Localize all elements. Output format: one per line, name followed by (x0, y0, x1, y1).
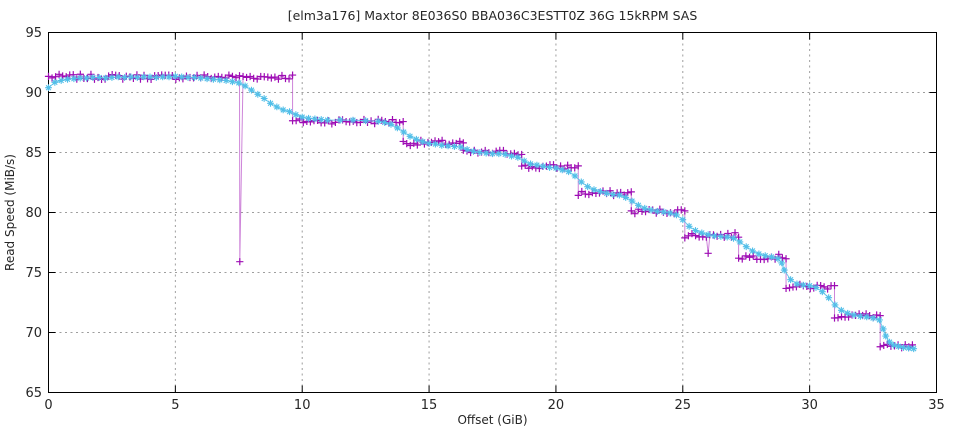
y-axis-label: Read Speed (MiB/s) (3, 154, 17, 271)
y-tick-label: 70 (25, 326, 42, 341)
x-tick-label: 20 (548, 398, 565, 413)
x-tick-label: 15 (421, 398, 438, 413)
x-tick-label: 5 (171, 398, 179, 413)
read-speed-smoothed-star-markers (45, 72, 918, 353)
gridlines (48, 32, 937, 393)
x-tick-label: 25 (675, 398, 692, 413)
x-tick-label: 30 (801, 398, 818, 413)
x-tick-label: 35 (928, 398, 945, 413)
y-tick-label: 80 (25, 206, 42, 221)
x-tick-label: 10 (294, 398, 311, 413)
plot-dynamic-layer: 0 5 10 15 20 25 30 35 65 70 75 80 85 90 95 (25, 26, 944, 413)
y-tick-labels: 65 70 75 80 85 90 95 (25, 26, 42, 401)
axis-ticks (48, 32, 937, 393)
x-tick-label: 0 (44, 398, 52, 413)
y-tick-label: 65 (25, 386, 42, 401)
chart-title: [elm3a176] Maxtor 8E036S0 BBA036C3ESTT0Z… (288, 8, 698, 23)
x-tick-labels: 0 5 10 15 20 25 30 35 (44, 398, 944, 413)
y-tick-label: 90 (25, 86, 42, 101)
read-speed-smoothed-star-line (48, 75, 914, 350)
y-tick-label: 95 (25, 26, 42, 41)
y-tick-label: 85 (25, 146, 42, 161)
x-axis-label: Offset (GiB) (457, 413, 527, 427)
read-speed-zones-plus-line (48, 73, 913, 349)
y-tick-label: 75 (25, 266, 42, 281)
